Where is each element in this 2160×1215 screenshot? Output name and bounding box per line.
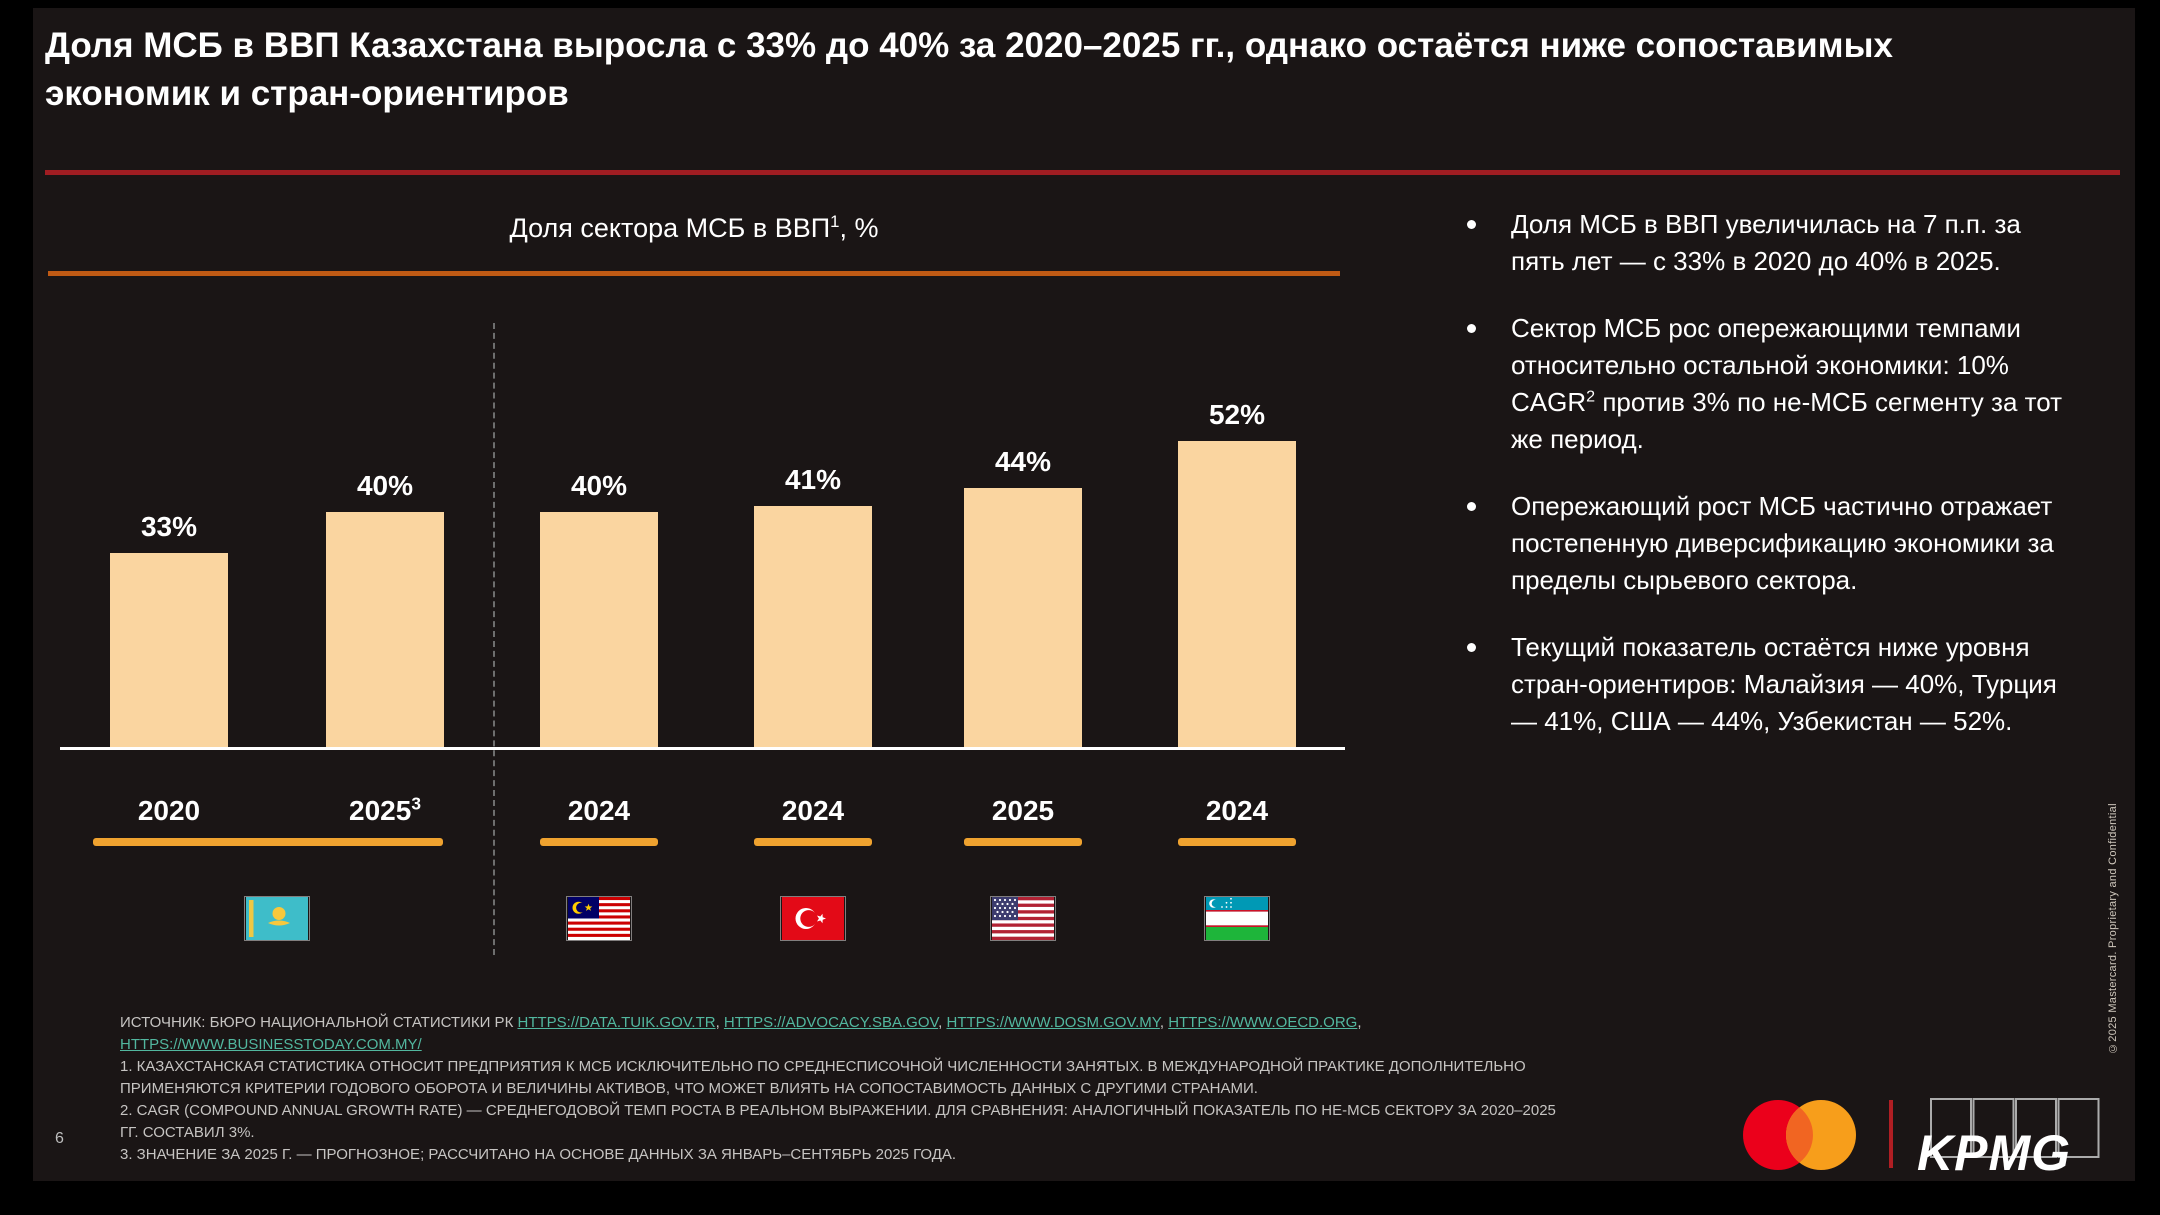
country-flags: [60, 897, 1345, 940]
list-item: Сектор МСБ рос опережающими темпами отно…: [1463, 310, 2075, 458]
kpmg-logo: [1930, 1098, 2100, 1160]
mastercard-logo: [1742, 1098, 1857, 1173]
bar-value-label: 44%: [994, 446, 1052, 477]
bar: [964, 488, 1082, 748]
kpmg-logo-text: KPMG: [1917, 1125, 2071, 1181]
footnote-2: 2. CAGR (COMPOUND ANNUAL GROWTH RATE) — …: [120, 1102, 1556, 1141]
chart-group-separator: [493, 323, 495, 955]
bar-value-label: 40%: [356, 470, 414, 501]
title-rule: [45, 170, 2120, 175]
copyright-vertical-text: ©2025 Mastercard. Proprietary and Confid…: [2107, 803, 2119, 1054]
bar: [326, 512, 444, 748]
bar: [754, 506, 872, 748]
list-item: Текущий показатель остаётся ниже уровня …: [1463, 629, 2075, 740]
chart-title-rule: [48, 271, 1340, 276]
x-axis-labels: 2020 20253 2024 2024 2025 2024: [60, 795, 1345, 831]
flag-turkey-icon: [781, 897, 845, 940]
x-label: 2024: [567, 795, 631, 826]
underline-malaysia: [540, 838, 658, 846]
bar: [110, 553, 228, 748]
page-number: 6: [55, 1130, 64, 1147]
bar-kazakhstan-2020: 33%: [110, 300, 228, 748]
x-label: 20253: [349, 793, 421, 826]
bar: [540, 512, 658, 748]
logo-divider: [1889, 1100, 1893, 1168]
bar-usa-2025: 44%: [964, 300, 1082, 748]
key-points-list: Доля МСБ в ВВП увеличилась на 7 п.п. за …: [1463, 206, 2075, 770]
bar: [1178, 441, 1296, 748]
flag-kazakhstan-icon: [245, 897, 309, 940]
slide: Доля МСБ в ВВП Казахстана выросла с 33% …: [33, 8, 2135, 1181]
source-link[interactable]: HTTPS://WWW.OECD.ORG: [1168, 1014, 1358, 1031]
underline-uzbekistan: [1178, 838, 1296, 846]
source-link[interactable]: HTTPS://DATA.TUIK.GOV.TR: [517, 1014, 716, 1031]
bar-value-label: 52%: [1208, 399, 1266, 430]
list-item: Доля МСБ в ВВП увеличилась на 7 п.п. за …: [1463, 206, 2075, 280]
bar-turkey-2024: 41%: [754, 300, 872, 748]
x-label: 2020: [137, 795, 201, 826]
source-link[interactable]: HTTPS://WWW.DOSM.GOV.MY: [946, 1014, 1160, 1031]
footnote-3: 3. ЗНАЧЕНИЕ ЗА 2025 Г. — ПРОГНОЗНОЕ; РАС…: [120, 1146, 957, 1163]
bar-uzbekistan-2024: 52%: [1178, 300, 1296, 748]
bar-chart: 33% 40% 40% 41% 44% 52%: [60, 300, 1345, 750]
x-axis-baseline: [60, 747, 1345, 750]
x-label: 2025: [991, 795, 1055, 826]
list-item: Опережающий рост МСБ частично отражает п…: [1463, 488, 2075, 599]
bar-malaysia-2024: 40%: [540, 300, 658, 748]
source-link[interactable]: HTTPS://WWW.BUSINESSTODAY.COM.MY/: [120, 1036, 422, 1053]
bar-value-label: 40%: [570, 470, 628, 501]
underline-turkey: [754, 838, 872, 846]
x-label: 2024: [781, 795, 845, 826]
page-title: Доля МСБ в ВВП Казахстана выросла с 33% …: [45, 26, 1893, 113]
flag-usa-icon: [991, 897, 1055, 940]
bar-kazakhstan-2025: 40%: [326, 300, 444, 748]
underline-kazakhstan: [93, 838, 443, 846]
flag-malaysia-icon: [567, 897, 631, 940]
underline-usa: [964, 838, 1082, 846]
bar-value-label: 33%: [140, 511, 198, 542]
country-underlines: [60, 838, 1345, 846]
bar-value-label: 41%: [784, 464, 842, 495]
source-link[interactable]: HTTPS://ADVOCACY.SBA.GOV: [723, 1014, 939, 1031]
footnote-1: 1. КАЗАХСТАНСКАЯ СТАТИСТИКА ОТНОСИТ ПРЕД…: [120, 1058, 1526, 1097]
flag-uzbekistan-icon: [1205, 897, 1269, 940]
x-label: 2024: [1205, 795, 1269, 826]
source-line: ИСТОЧНИК: БЮРО НАЦИОНАЛЬНОЙ СТАТИСТИКИ Р…: [120, 1014, 1362, 1053]
footnotes: ИСТОЧНИК: БЮРО НАЦИОНАЛЬНОЙ СТАТИСТИКИ Р…: [120, 1012, 1575, 1166]
chart-title: Доля сектора МСБ в ВВП1, %: [509, 212, 879, 243]
